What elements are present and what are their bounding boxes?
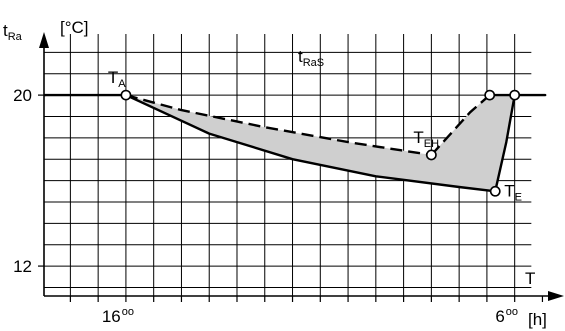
markers [120, 89, 521, 197]
marker-ta [120, 89, 132, 101]
x-axis-arrow [548, 291, 564, 301]
x-axis-unit: [h] [528, 310, 547, 329]
marker-teh [425, 149, 437, 161]
marker-label-teh: TEH [413, 128, 439, 150]
series-line-solid [494, 93, 547, 193]
x-tick-label: 6oo [495, 306, 518, 326]
series-line-dashed [430, 94, 491, 156]
labels: 20 12 16oo 6oo TA TEH TE [13, 68, 522, 326]
marker-recover2 [509, 89, 521, 101]
series-line-dashed [125, 93, 432, 157]
x-axis-title: T [525, 269, 535, 288]
marker-label-te: TE [504, 181, 522, 203]
marker-te [489, 185, 501, 197]
y-tick-label: 20 [13, 86, 32, 105]
marker-label-ta: TA [108, 68, 126, 90]
y-axis-arrow [39, 32, 49, 48]
marker-recover1 [484, 89, 496, 101]
y-axis-unit: [°C] [60, 18, 89, 37]
setpoint-label: tRaS [298, 47, 324, 69]
axes [38, 32, 564, 302]
y-tick-label: 12 [13, 257, 32, 276]
y-axis-title: tRa [3, 21, 23, 43]
x-tick-label: 16oo [102, 306, 134, 326]
